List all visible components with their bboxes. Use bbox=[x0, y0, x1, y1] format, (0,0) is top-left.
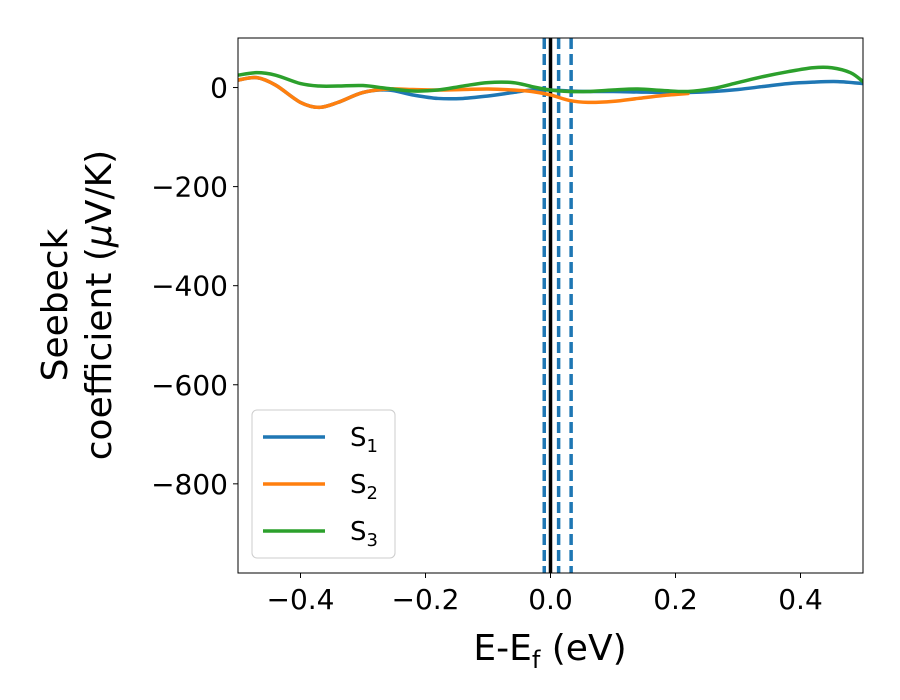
x-axis-title-main: E-E bbox=[473, 628, 531, 669]
series-line-s3 bbox=[238, 65, 863, 94]
x-tick-label: 0.4 bbox=[778, 583, 823, 616]
x-tick-label: −0.2 bbox=[392, 583, 460, 616]
legend-label-s1: S1 bbox=[350, 423, 378, 457]
legend-label-s3: S3 bbox=[350, 517, 378, 551]
x-axis-ticks: −0.4 −0.2 0.0 0.2 0.4 bbox=[267, 573, 823, 616]
y-axis-title-mu: μ bbox=[79, 224, 120, 248]
y-axis-title-line2-main: coefficient ( bbox=[79, 247, 120, 460]
reference-lines bbox=[542, 38, 573, 573]
y-tick-label: −200 bbox=[151, 171, 228, 204]
y-tick-label: −400 bbox=[151, 270, 228, 303]
y-axis-title-line2-unit: V/K) bbox=[79, 150, 120, 224]
y-axis-ticks: 0 −200 −400 −600 −800 bbox=[151, 72, 238, 501]
series-line-s2 bbox=[238, 75, 690, 110]
y-axis-title-line2: coefficient (μV/K) bbox=[79, 150, 120, 460]
y-tick-label: −800 bbox=[151, 468, 228, 501]
x-axis-title: E-Ef (eV) bbox=[473, 628, 626, 674]
x-tick-label: −0.4 bbox=[267, 583, 335, 616]
y-tick-label: 0 bbox=[210, 72, 228, 105]
y-axis-title-line1: Seebeck bbox=[35, 228, 76, 381]
x-tick-label: 0.0 bbox=[528, 583, 573, 616]
legend: S1 S2 S3 bbox=[251, 409, 396, 559]
x-axis-title-subscript: f bbox=[532, 646, 541, 674]
series-lines bbox=[238, 65, 863, 110]
y-axis-title: Seebeck coefficient (μV/K) bbox=[35, 150, 120, 460]
legend-label-s2: S2 bbox=[350, 470, 378, 504]
y-tick-label: −600 bbox=[151, 369, 228, 402]
x-tick-label: 0.2 bbox=[653, 583, 698, 616]
x-axis-title-unit: (eV) bbox=[540, 628, 626, 669]
